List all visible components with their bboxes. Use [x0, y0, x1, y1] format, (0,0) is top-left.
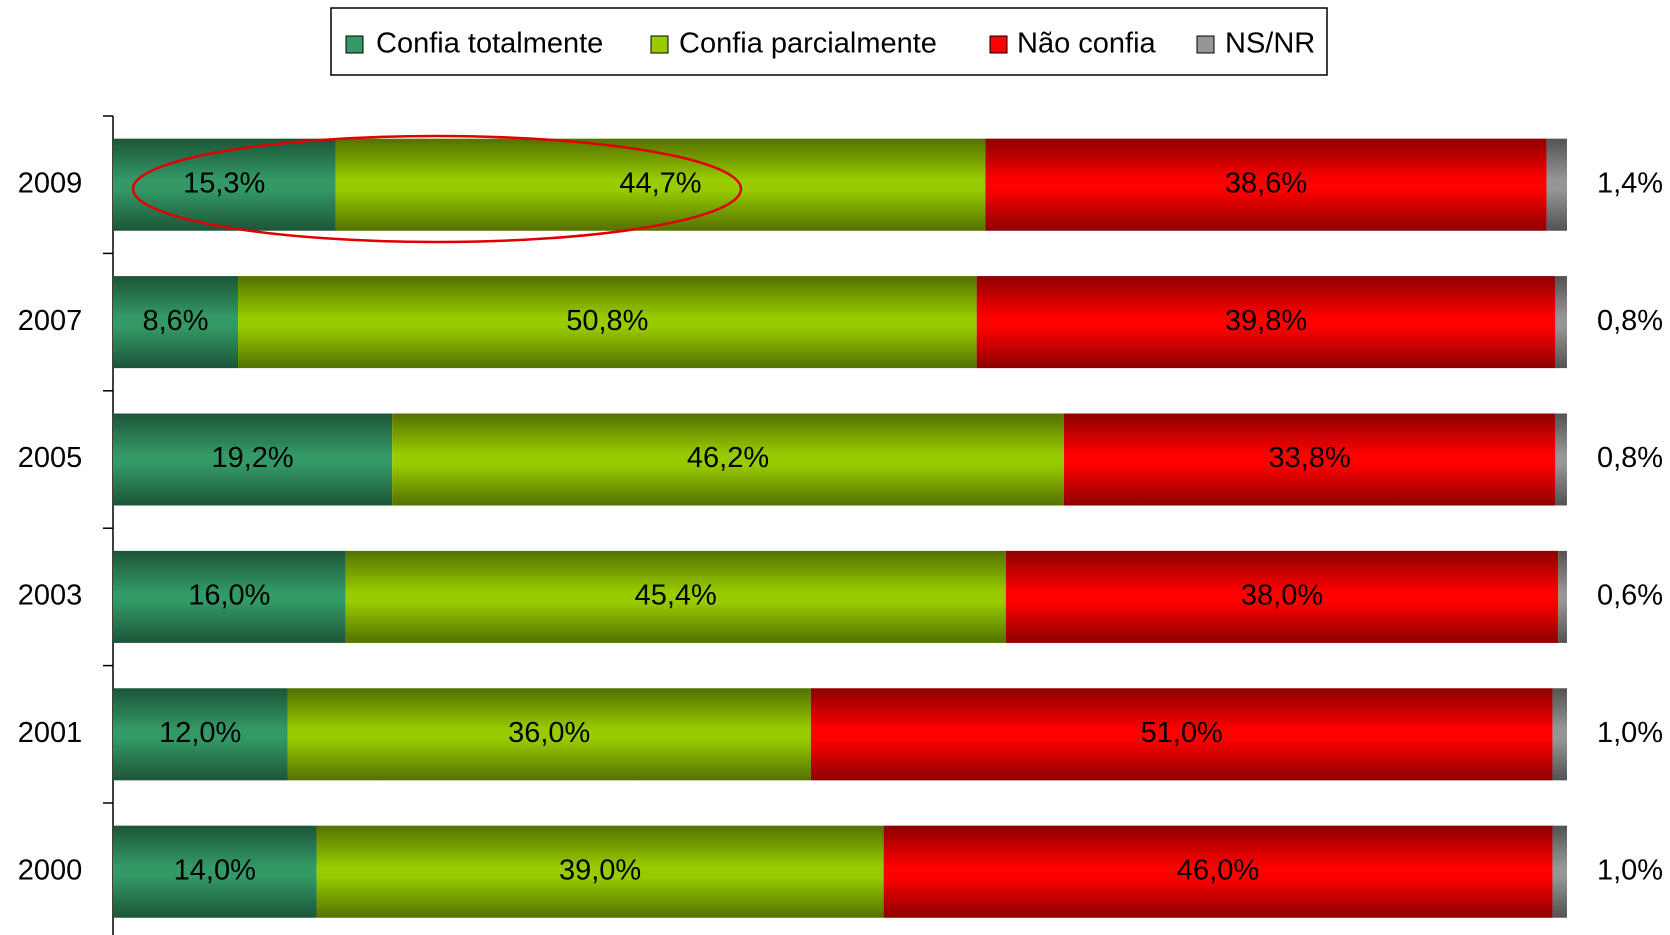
data-label: 46,2%	[687, 442, 769, 474]
data-label: 38,0%	[1241, 580, 1323, 612]
y-tick-label: 2001	[18, 717, 83, 749]
y-tick-label: 2003	[18, 580, 83, 612]
bar-segment	[1552, 688, 1567, 781]
data-label: 0,6%	[1597, 580, 1663, 612]
legend-label: NS/NR	[1225, 28, 1315, 60]
data-label: 33,8%	[1269, 442, 1351, 474]
bar-segment	[1552, 825, 1567, 918]
y-tick-label: 2000	[18, 854, 83, 886]
data-label: 39,8%	[1225, 305, 1307, 337]
data-label: 12,0%	[159, 717, 241, 749]
data-label: 46,0%	[1177, 854, 1259, 886]
data-label: 50,8%	[566, 305, 648, 337]
y-tick-label: 2009	[18, 167, 83, 199]
data-label: 19,2%	[211, 442, 293, 474]
legend-label: Confia totalmente	[376, 28, 603, 60]
data-label: 1,0%	[1597, 717, 1663, 749]
data-label: 45,4%	[635, 580, 717, 612]
bar-segment	[1555, 276, 1567, 369]
legend-swatch	[650, 35, 669, 54]
data-label: 51,0%	[1141, 717, 1223, 749]
bar-segment	[1546, 138, 1567, 231]
data-label: 38,6%	[1225, 167, 1307, 199]
data-label: 16,0%	[188, 580, 270, 612]
data-label: 39,0%	[559, 854, 641, 886]
data-label: 0,8%	[1597, 305, 1663, 337]
highlight-ellipse	[131, 134, 743, 244]
y-tick-label: 2007	[18, 305, 83, 337]
data-label: 36,0%	[508, 717, 590, 749]
data-label: 1,0%	[1597, 854, 1663, 886]
data-label: 15,3%	[183, 167, 265, 199]
bar-segment	[1555, 413, 1567, 506]
data-label: 14,0%	[174, 854, 256, 886]
data-label: 0,8%	[1597, 442, 1663, 474]
data-label: 44,7%	[619, 167, 701, 199]
data-label: 1,4%	[1597, 167, 1663, 199]
legend-label: Não confia	[1017, 28, 1157, 60]
bar-segment	[1558, 550, 1567, 643]
legend-label: Confia parcialmente	[679, 28, 937, 60]
legend-box	[330, 7, 1328, 76]
y-tick-label: 2005	[18, 442, 83, 474]
data-label: 8,6%	[142, 305, 208, 337]
legend-swatch	[1196, 35, 1215, 54]
legend-swatch	[345, 35, 364, 54]
legend-swatch	[989, 35, 1008, 54]
